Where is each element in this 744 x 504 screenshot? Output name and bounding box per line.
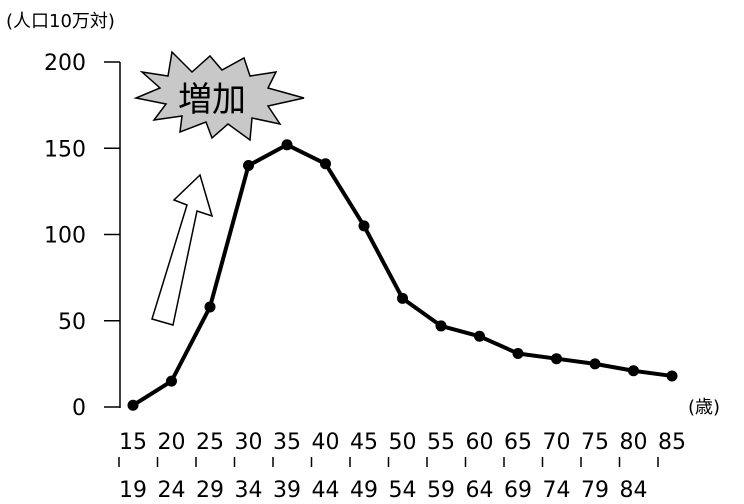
x-tick-label-start-14: 85: [658, 430, 686, 455]
increase-arrow: [151, 173, 214, 326]
data-point-3: [243, 160, 254, 171]
x-tick-label-end-3: 34: [235, 478, 263, 503]
data-point-5: [320, 158, 331, 170]
data-point-6: [358, 220, 370, 232]
x-tick-label-end-7: 54: [389, 478, 417, 503]
x-tick-label-end-9: 64: [466, 478, 494, 503]
x-tick-label-start-9: 60: [466, 430, 494, 455]
starburst-shape: [133, 50, 305, 142]
x-tick-label-start-11: 70: [543, 430, 571, 455]
x-unit-label: (歳): [688, 397, 720, 418]
x-tick-label-start-6: 45: [350, 430, 378, 455]
x-tick-label-end-13: 84: [620, 478, 648, 503]
x-tick-label-end-5: 44: [312, 478, 340, 503]
y-unit-label: (人口10万対): [6, 11, 115, 32]
data-point-12: [589, 358, 601, 370]
x-tick-label-start-7: 50: [389, 430, 417, 455]
y-tick-label-0: 0: [72, 396, 86, 421]
increase-starburst-annotation: 増加: [133, 50, 305, 142]
x-tick-label-start-1: 20: [158, 430, 186, 455]
x-tick-label-start-10: 65: [504, 430, 532, 455]
x-tick-label-end-1: 24: [158, 478, 186, 503]
y-tick-label-150: 150: [44, 137, 86, 162]
data-point-11: [551, 353, 562, 365]
x-axis-ticks: 15 19 20 24 25 29 30 34 35 39 40 44 45 49 50 54 55 59 60 64…: [118, 430, 686, 503]
x-tick-label-start-8: 55: [427, 430, 455, 455]
x-tick-label-start-13: 80: [620, 430, 648, 455]
data-point-7: [397, 292, 408, 304]
x-tick-label-end-0: 19: [119, 478, 147, 503]
y-axis-ticks: 200 150 100 50 0: [44, 51, 120, 421]
y-tick-label-100: 100: [44, 224, 86, 249]
x-tick-label-end-10: 69: [504, 478, 532, 503]
starburst-label: 増加: [178, 80, 246, 120]
x-tick-label-start-5: 40: [312, 430, 340, 455]
data-point-0: [127, 399, 139, 411]
x-tick-label-end-6: 49: [350, 478, 378, 503]
data-point-1: [166, 375, 177, 387]
series-1: [127, 139, 678, 411]
x-tick-label-start-0: 15: [119, 430, 147, 455]
x-tick-label-end-8: 59: [427, 478, 455, 503]
x-tick-label-start-12: 75: [581, 430, 609, 455]
data-point-13: [628, 365, 639, 377]
x-tick-label-end-11: 74: [543, 478, 571, 503]
data-point-4: [281, 139, 293, 151]
x-tick-label-start-4: 35: [273, 430, 301, 455]
y-tick-label-200: 200: [44, 51, 86, 76]
data-point-2: [204, 301, 216, 313]
data-point-9: [474, 330, 485, 342]
x-tick-label-end-12: 79: [581, 478, 609, 503]
data-point-14: [666, 370, 678, 382]
y-tick-label-50: 50: [58, 310, 86, 335]
x-tick-label-start-3: 30: [235, 430, 263, 455]
data-point-8: [435, 320, 447, 332]
data-point-10: [512, 348, 524, 360]
x-tick-label-end-4: 39: [273, 478, 301, 503]
x-tick-label-start-2: 25: [196, 430, 224, 455]
x-tick-label-end-2: 29: [196, 478, 224, 503]
